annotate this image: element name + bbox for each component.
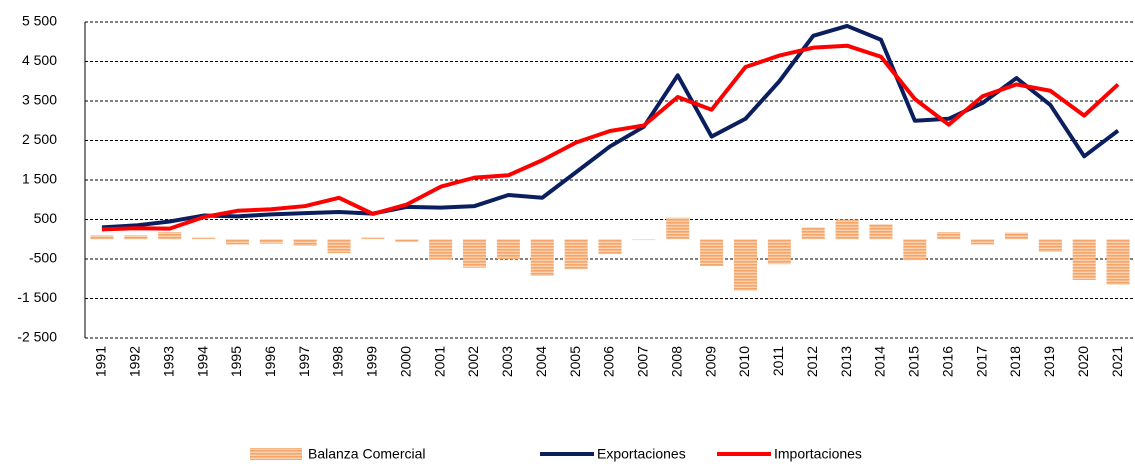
bar bbox=[158, 232, 182, 240]
bar bbox=[429, 239, 453, 260]
x-tick-label: 1995 bbox=[228, 346, 244, 377]
x-tick-label: 1997 bbox=[296, 346, 312, 377]
x-tick-label: 2013 bbox=[838, 346, 854, 377]
y-tick-label: 1 500 bbox=[22, 171, 57, 187]
y-tick-label: -2 500 bbox=[17, 329, 57, 345]
bar bbox=[903, 239, 927, 261]
bar bbox=[327, 239, 351, 254]
bar bbox=[1106, 239, 1130, 285]
x-tick-label: 2000 bbox=[397, 346, 413, 377]
bar bbox=[700, 239, 724, 267]
y-tick-label: 500 bbox=[34, 210, 58, 226]
x-tick-label: 2005 bbox=[567, 346, 583, 377]
legend-swatch bbox=[250, 448, 302, 460]
x-tick-label: 2002 bbox=[465, 346, 481, 377]
bar bbox=[971, 239, 995, 245]
x-tick-label: 1994 bbox=[194, 346, 210, 377]
bar bbox=[395, 239, 419, 242]
bar bbox=[361, 237, 385, 240]
bar bbox=[225, 239, 249, 245]
x-tick-label: 2006 bbox=[601, 346, 617, 377]
y-tick-label: 3 500 bbox=[22, 92, 57, 108]
x-tick-label: 1999 bbox=[364, 346, 380, 377]
bar bbox=[801, 227, 825, 240]
x-tick-label: 2003 bbox=[499, 346, 515, 377]
bar bbox=[598, 239, 622, 254]
y-tick-label: -500 bbox=[29, 250, 57, 266]
bar bbox=[1072, 239, 1096, 280]
bar bbox=[1004, 232, 1028, 240]
x-tick-label: 2009 bbox=[702, 346, 718, 377]
bar bbox=[530, 239, 554, 276]
bar bbox=[733, 239, 757, 291]
x-tick-label: 2020 bbox=[1075, 346, 1091, 377]
bar bbox=[835, 219, 859, 240]
x-tick-label: 2007 bbox=[635, 346, 651, 377]
x-tick-label: 1993 bbox=[160, 346, 176, 377]
bar bbox=[767, 239, 791, 265]
bar bbox=[192, 237, 216, 240]
y-tick-label: 4 500 bbox=[22, 52, 57, 68]
legend-label: Balanza Comercial bbox=[308, 446, 426, 462]
x-tick-label: 2017 bbox=[973, 346, 989, 377]
line bbox=[101, 43, 1120, 232]
x-tick-label: 1998 bbox=[330, 346, 346, 377]
x-tick-label: 2011 bbox=[770, 346, 786, 376]
bar bbox=[90, 235, 114, 240]
bar bbox=[293, 239, 317, 246]
x-tick-label: 2016 bbox=[939, 346, 955, 377]
bar bbox=[666, 217, 690, 240]
x-tick-label: 2012 bbox=[804, 346, 820, 377]
x-tick-label: 2019 bbox=[1041, 346, 1057, 377]
bar bbox=[259, 239, 283, 244]
x-tick-label: 2004 bbox=[533, 346, 549, 377]
x-tick-label: 2014 bbox=[872, 346, 888, 377]
bar bbox=[496, 239, 520, 259]
x-tick-label: 2008 bbox=[668, 346, 684, 377]
bar bbox=[1038, 239, 1062, 252]
legend-label: Exportaciones bbox=[597, 446, 686, 462]
x-tick-label: 2001 bbox=[431, 346, 447, 377]
x-tick-label: 1996 bbox=[262, 346, 278, 377]
x-tick-label: 1991 bbox=[93, 346, 109, 377]
bar bbox=[869, 224, 893, 240]
x-tick-label: 2015 bbox=[906, 346, 922, 377]
y-tick-label: 2 500 bbox=[22, 131, 57, 147]
bar bbox=[937, 232, 961, 240]
bar bbox=[564, 239, 588, 270]
line bbox=[101, 23, 1120, 230]
x-tick-label: 2018 bbox=[1007, 346, 1023, 377]
bar bbox=[463, 239, 487, 268]
x-tick-label: 2010 bbox=[736, 346, 752, 377]
y-tick-label: -1 500 bbox=[17, 289, 57, 305]
y-tick-label: 5 500 bbox=[22, 13, 57, 29]
legend-label: Importaciones bbox=[774, 446, 862, 462]
bar bbox=[124, 235, 148, 240]
x-tick-label: 2021 bbox=[1109, 346, 1125, 377]
bar bbox=[632, 239, 656, 241]
x-tick-label: 1992 bbox=[127, 346, 143, 377]
